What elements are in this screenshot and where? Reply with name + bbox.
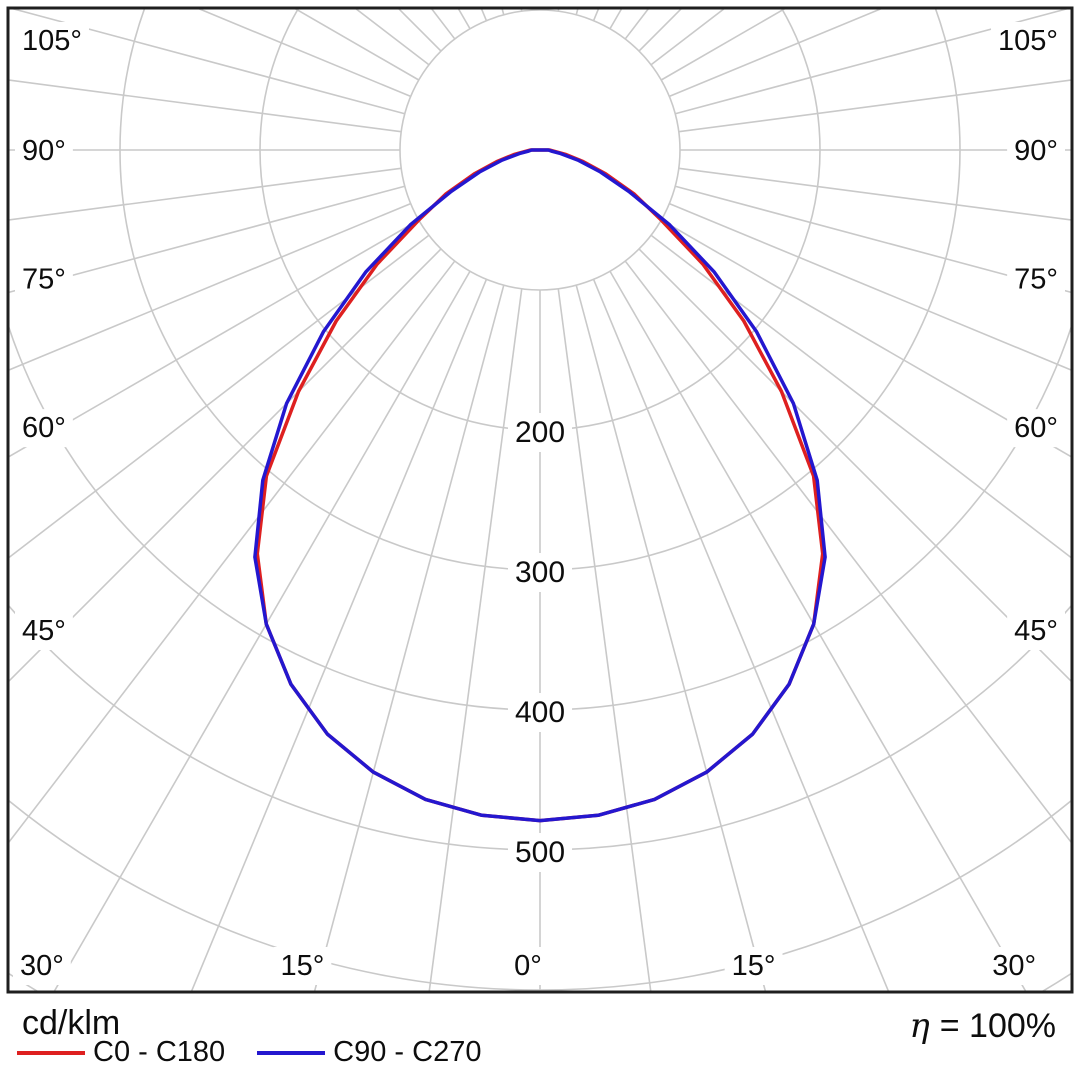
grid-spoke	[428, 288, 523, 992]
angle-label-right: 105°	[998, 25, 1058, 57]
radial-tick-label-halo	[507, 413, 573, 452]
grid-spoke	[624, 260, 1072, 845]
grid-spoke	[575, 285, 767, 992]
legend: C0 - C180 C90 - C270	[17, 1038, 481, 1067]
grid-spoke	[609, 270, 1028, 992]
eta-symbol: η	[909, 1006, 930, 1046]
curve-c90-c270	[253, 148, 827, 823]
grid-spoke	[678, 167, 1072, 221]
radial-tick-label-halo	[507, 693, 573, 732]
grid-spoke	[190, 279, 488, 992]
grid-spoke	[52, 270, 471, 992]
grid-spoke	[520, 8, 523, 12]
angle-label-right: 45°	[1014, 615, 1058, 647]
angle-label-right-halo	[1007, 409, 1065, 448]
grid-spoke	[638, 248, 1072, 684]
radial-tick-label-halo	[507, 553, 573, 592]
grid-spoke	[8, 202, 411, 372]
angle-label-right-halo	[985, 947, 1044, 985]
angle-label-right: 75°	[1014, 264, 1058, 296]
grid-spoke	[313, 285, 505, 992]
grid-spoke	[8, 167, 402, 221]
radial-tick-label: 400	[515, 696, 565, 729]
angle-label-0-halo	[507, 947, 549, 985]
grid-spoke	[669, 202, 1072, 372]
angle-label-right-halo	[724, 947, 783, 985]
angle-label-right-halo	[991, 22, 1065, 60]
grid-spoke	[8, 248, 442, 684]
legend-line-c90-icon	[257, 1050, 326, 1055]
grid-spoke	[650, 234, 1072, 560]
angle-label-right-halo	[1007, 260, 1065, 299]
angle-label-right: 15°	[732, 950, 776, 982]
radial-tick-label: 300	[515, 556, 565, 589]
grid-spoke	[8, 185, 405, 294]
grid-spoke	[557, 288, 652, 992]
angle-label-left-halo	[273, 947, 332, 985]
angle-label-left: 105°	[22, 25, 82, 57]
legend-label-c0: C0 - C180	[93, 1036, 226, 1068]
grid-spoke	[675, 185, 1072, 294]
grid-spoke	[8, 8, 405, 115]
radial-tick-label-halo	[507, 833, 573, 872]
efficiency-label: η = 100%	[909, 1006, 1056, 1046]
angle-label-left-halo	[15, 260, 73, 299]
angle-label-left: 60°	[22, 412, 66, 444]
angle-label-right: 30°	[992, 950, 1036, 982]
angle-label-left: 15°	[280, 950, 324, 982]
grid-spoke	[8, 219, 420, 459]
eta-value: = 100%	[939, 1007, 1056, 1045]
legend-line-c0-icon	[17, 1050, 85, 1055]
grid-spoke	[678, 79, 1072, 133]
legend-item-c0: C0 - C180	[17, 1038, 225, 1067]
angle-label-left: 30°	[20, 950, 64, 982]
grid-spoke	[557, 8, 560, 12]
grid-spoke	[8, 79, 402, 133]
radial-tick-label: 500	[515, 836, 565, 869]
angle-label-0: 0°	[514, 950, 542, 982]
angle-label-left-halo	[15, 22, 89, 60]
radial-tick-label: 200	[515, 416, 565, 449]
angle-label-right-halo	[1007, 132, 1065, 170]
angle-label-left-halo	[15, 132, 73, 170]
plot-frame	[6, 6, 1074, 994]
angle-label-left-halo	[12, 947, 71, 985]
legend-label-c90: C90 - C270	[333, 1036, 482, 1068]
grid-spoke	[592, 8, 600, 21]
grid-spoke	[480, 8, 488, 21]
angle-label-right: 60°	[1014, 412, 1058, 444]
angle-label-left: 75°	[22, 264, 66, 296]
angle-label-right: 90°	[1014, 135, 1058, 167]
grid-spoke	[660, 219, 1072, 459]
angle-label-left-halo	[15, 409, 73, 448]
units-label: cd/klm	[22, 1004, 121, 1042]
grid-spoke	[8, 260, 456, 845]
grid-spoke	[675, 8, 1072, 115]
grid-spoke	[592, 279, 890, 992]
angle-label-left-halo	[15, 612, 73, 650]
angle-label-left: 45°	[22, 615, 66, 647]
angle-label-left: 90°	[22, 135, 66, 167]
grid-spoke	[8, 234, 430, 560]
legend-item-c90: C90 - C270	[257, 1038, 481, 1067]
angle-label-right-halo	[1007, 612, 1065, 650]
